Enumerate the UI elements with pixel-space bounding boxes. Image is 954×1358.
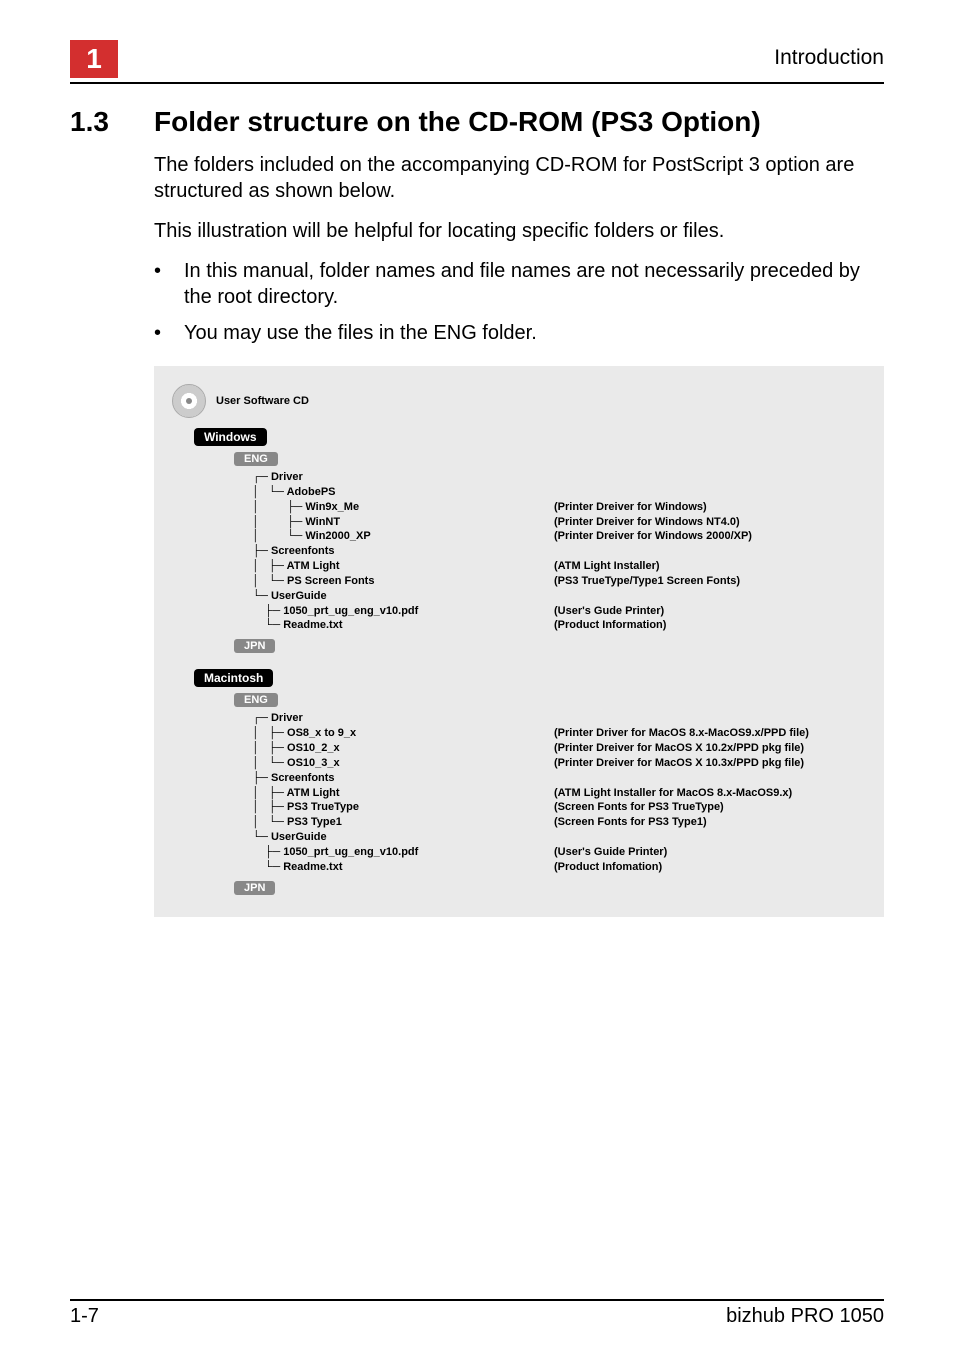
footer-rule: [70, 1299, 884, 1301]
os-pill-mac: Macintosh: [194, 669, 273, 687]
mac-tree: ┌─ Driver │ ├─ OS8_x to 9_x │ ├─ OS10_2_…: [234, 711, 554, 874]
folder-diagram: User Software CD Windows ENG ┌─ Driver │…: [154, 366, 884, 917]
chapter-badge: 1: [70, 40, 118, 78]
cd-label: User Software CD: [216, 395, 309, 407]
bullet-1: In this manual, folder names and file na…: [184, 258, 874, 310]
windows-tree: ┌─ Driver │ └─ AdobePS │ ├─ Win9x_Me │ ├…: [234, 470, 554, 633]
paragraph-1: The folders included on the accompanying…: [154, 152, 874, 204]
lang-pill-jpn: JPN: [234, 639, 275, 653]
section-title: Folder structure on the CD-ROM (PS3 Opti…: [154, 106, 761, 138]
lang-pill-jpn-mac: JPN: [234, 881, 275, 895]
lang-pill-eng: ENG: [234, 452, 278, 466]
windows-desc: (Printer Dreiver for Windows) (Printer D…: [554, 470, 866, 633]
bullet-2: You may use the files in the ENG folder.: [184, 320, 874, 346]
lang-pill-eng-mac: ENG: [234, 693, 278, 707]
chapter-label: Introduction: [774, 40, 884, 70]
mac-desc: (Printer Driver for MacOS 8.x-MacOS9.x/P…: [554, 711, 866, 874]
page-number: 1-7: [70, 1305, 99, 1328]
paragraph-2: This illustration will be helpful for lo…: [154, 218, 874, 244]
section-number: 1.3: [70, 106, 154, 138]
bullet-dot: •: [154, 320, 184, 346]
header-rule: [70, 82, 884, 84]
cd-icon: [172, 384, 206, 418]
os-pill-windows: Windows: [194, 428, 267, 446]
product-name: bizhub PRO 1050: [726, 1305, 884, 1328]
bullet-dot: •: [154, 258, 184, 310]
